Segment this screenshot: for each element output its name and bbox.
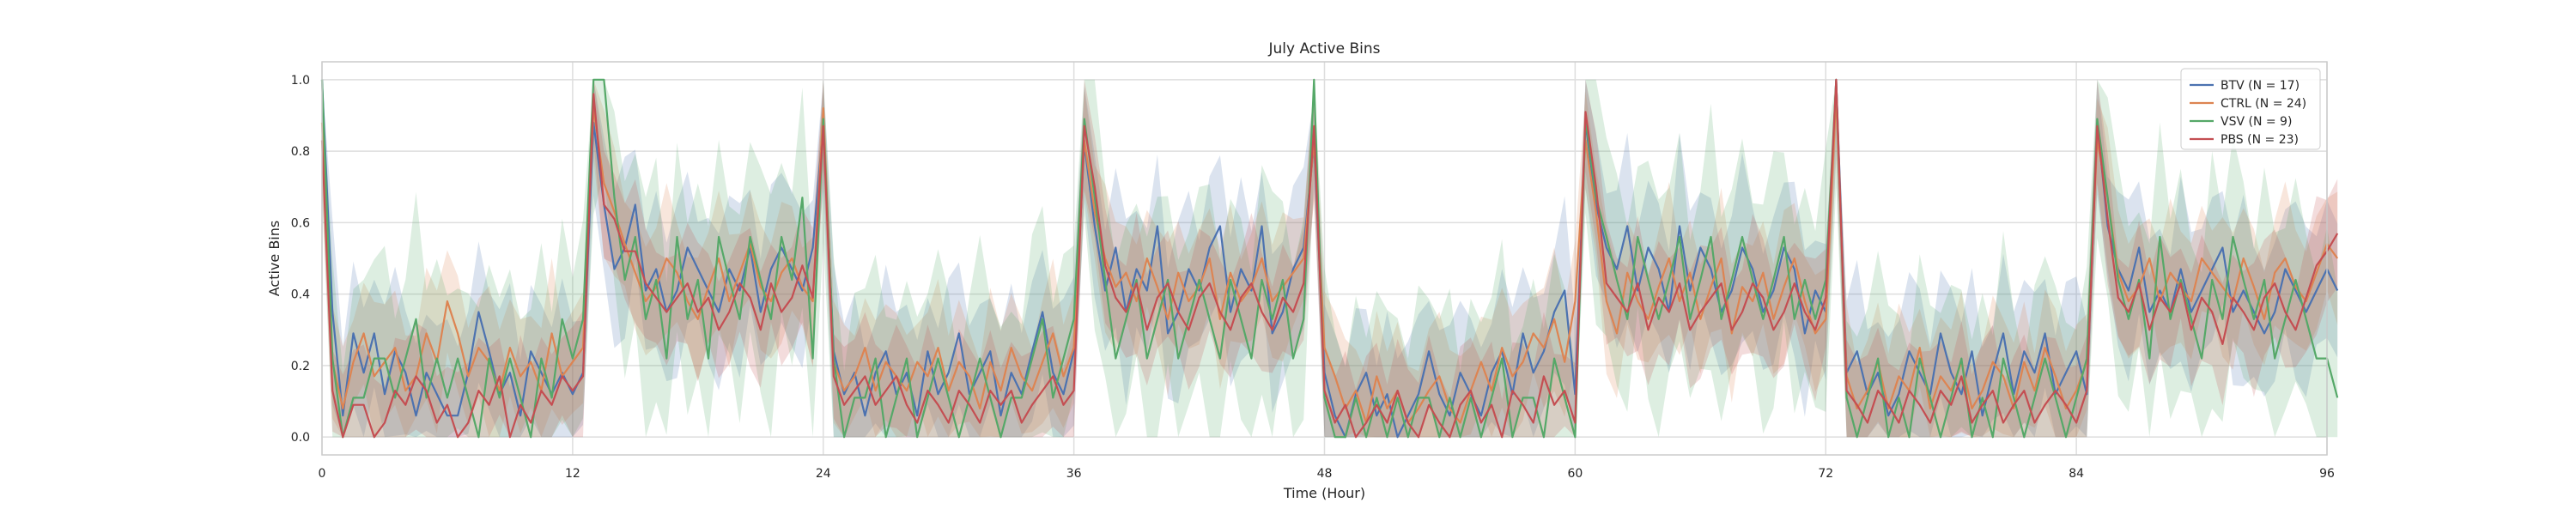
x-tick-label: 36 (1066, 467, 1082, 481)
x-tick-label: 0 (319, 467, 326, 481)
legend-item: CTRL (N = 24) (2221, 97, 2306, 111)
y-tick-label: 0.4 (291, 288, 310, 302)
series-lines (320, 78, 2339, 439)
plot-frame (321, 61, 2328, 456)
legend-item: PBS (N = 23) (2221, 133, 2299, 147)
x-tick-label: 12 (565, 467, 580, 481)
x-tick-label: 84 (2069, 467, 2084, 481)
x-tick-label: 72 (1818, 467, 1833, 481)
y-tick-label: 1.0 (291, 74, 310, 88)
x-axis-label: Time (Hour) (1283, 485, 1365, 501)
legend-item: BTV (N = 17) (2221, 79, 2300, 93)
x-tick-label: 96 (2319, 467, 2335, 481)
y-tick-label: 0.0 (291, 431, 310, 445)
y-axis-label: Active Bins (266, 221, 283, 296)
x-axis-ticks: 0 12 24 36 48 60 72 84 96 (319, 467, 2335, 481)
y-tick-label: 0.2 (291, 360, 310, 373)
x-tick-label: 24 (816, 467, 831, 481)
legend-box (2180, 68, 2321, 150)
chart-title: July Active Bins (1268, 40, 1381, 58)
series-line-3 (320, 78, 2339, 439)
x-tick-label: 48 (1317, 467, 1333, 481)
y-axis-ticks: 0.0 0.2 0.4 0.6 0.8 1.0 (291, 74, 310, 445)
legend: BTV (N = 17) CTRL (N = 24) VSV (N = 9) PBS … (2180, 68, 2321, 150)
series-line-2 (320, 78, 2339, 439)
x-tick-label: 60 (1567, 467, 1583, 481)
y-tick-label: 0.6 (291, 216, 310, 230)
y-tick-label: 0.8 (291, 145, 310, 159)
legend-item: VSV (N = 9) (2221, 115, 2292, 129)
series-line-0 (320, 78, 2339, 439)
